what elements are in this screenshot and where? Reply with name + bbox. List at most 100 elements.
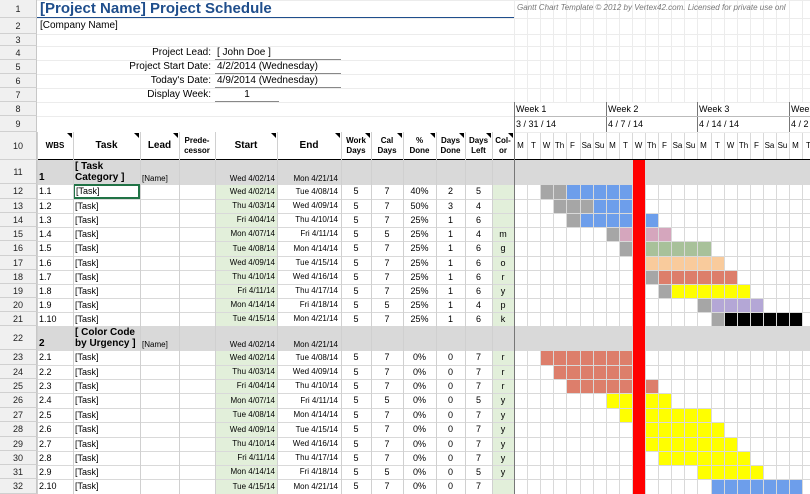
row-number[interactable]: 9 xyxy=(0,116,37,132)
row-number[interactable]: 15 xyxy=(0,227,37,241)
left-cell[interactable]: 6 xyxy=(475,215,481,225)
wbs-cell[interactable]: 2.2 xyxy=(39,367,52,377)
done-cell[interactable]: 0 xyxy=(447,453,453,463)
task-name-cell[interactable]: [Task] xyxy=(75,439,99,449)
start-date-cell[interactable]: Thu 4/10/14 xyxy=(232,439,275,448)
lead-cell[interactable] xyxy=(142,422,179,437)
done-cell[interactable]: 0 xyxy=(447,439,453,449)
pct-cell[interactable] xyxy=(403,326,436,350)
cal-cell[interactable]: 7 xyxy=(384,215,390,225)
color-cell[interactable]: m xyxy=(499,229,507,239)
column-header-wbs[interactable]: WBS xyxy=(37,132,73,160)
lead-cell[interactable] xyxy=(142,408,179,422)
work-cell[interactable]: 5 xyxy=(353,481,359,491)
end-date-cell[interactable]: Thu 4/10/14 xyxy=(295,381,338,390)
start-date-cell[interactable]: Fri 4/11/14 xyxy=(237,453,275,462)
done-cell[interactable]: 0 xyxy=(447,395,453,405)
left-cell[interactable]: 7 xyxy=(475,352,481,362)
lead-cell[interactable] xyxy=(142,284,179,298)
task-name-cell[interactable]: [Task] xyxy=(75,229,99,239)
cal-cell[interactable]: 7 xyxy=(384,258,390,268)
pct-cell[interactable]: 0% xyxy=(412,352,426,362)
pct-cell[interactable]: 0% xyxy=(412,439,426,449)
start-date-cell[interactable]: Thu 4/03/14 xyxy=(232,367,275,376)
task-name-cell[interactable]: [Task] xyxy=(75,395,99,405)
left-cell[interactable]: 7 xyxy=(475,439,481,449)
row-number[interactable]: 13 xyxy=(0,199,37,213)
color-cell[interactable]: r xyxy=(501,381,505,391)
pct-cell[interactable]: 25% xyxy=(410,258,429,268)
end-date-cell[interactable]: Fri 4/18/14 xyxy=(299,467,338,476)
filter-dropdown-icon[interactable] xyxy=(459,133,464,138)
task-name-cell[interactable]: [Task] xyxy=(75,381,99,391)
wbs-cell[interactable]: 1.5 xyxy=(39,243,52,253)
wbs-cell[interactable]: 2.10 xyxy=(39,481,57,491)
done-cell[interactable] xyxy=(436,160,465,184)
row-number[interactable]: 1 xyxy=(0,0,37,18)
start-date-cell[interactable]: Thu 4/10/14 xyxy=(232,272,275,281)
wbs-cell[interactable]: 2.7 xyxy=(39,439,52,449)
task-name-cell[interactable]: [Task] xyxy=(75,410,99,420)
work-cell[interactable]: 5 xyxy=(353,229,359,239)
done-cell[interactable]: 1 xyxy=(447,300,453,310)
left-cell[interactable]: 7 xyxy=(475,410,481,420)
start-date-cell[interactable]: Tue 4/08/14 xyxy=(232,244,275,253)
done-cell[interactable]: 0 xyxy=(447,424,453,434)
lead-cell[interactable] xyxy=(142,312,179,326)
task-name-cell[interactable]: [Task] xyxy=(75,314,99,324)
color-cell[interactable]: y xyxy=(500,439,506,449)
wbs-cell[interactable]: 2.8 xyxy=(39,453,52,463)
work-cell[interactable]: 5 xyxy=(353,258,359,268)
cal-cell[interactable]: 7 xyxy=(384,453,390,463)
start-date-cell[interactable]: Wed 4/09/14 xyxy=(229,425,275,434)
task-name-cell[interactable]: [Task] xyxy=(75,467,99,477)
column-header-left[interactable]: Days Left xyxy=(465,132,492,160)
work-cell[interactable]: 5 xyxy=(353,286,359,296)
end-date-cell[interactable]: Mon 4/21/14 xyxy=(293,314,338,323)
end-date-cell[interactable]: Fri 4/11/14 xyxy=(300,396,338,405)
task-name-cell[interactable]: [Task] xyxy=(75,424,99,434)
done-cell[interactable]: 1 xyxy=(447,229,453,239)
info-value[interactable]: 4/9/2014 (Wednesday) xyxy=(217,75,318,86)
lead-cell[interactable] xyxy=(142,227,179,241)
filter-dropdown-icon[interactable] xyxy=(335,133,340,138)
wbs-cell[interactable]: 1.3 xyxy=(39,215,52,225)
end-date-cell[interactable]: Fri 4/18/14 xyxy=(299,300,338,309)
end-date-cell[interactable]: Mon 4/21/14 xyxy=(293,174,338,183)
work-cell[interactable]: 5 xyxy=(353,243,359,253)
row-number[interactable]: 24 xyxy=(0,365,37,379)
lead-cell[interactable] xyxy=(142,437,179,451)
row-number[interactable]: 10 xyxy=(0,132,37,160)
filter-dropdown-icon[interactable] xyxy=(397,133,402,138)
info-value[interactable]: [ John Doe ] xyxy=(217,47,271,58)
done-cell[interactable]: 1 xyxy=(447,286,453,296)
cal-cell[interactable]: 7 xyxy=(384,272,390,282)
row-number[interactable]: 30 xyxy=(0,451,37,465)
cal-cell[interactable] xyxy=(371,326,403,350)
task-name-cell[interactable]: [ Color Code by Urgency ] xyxy=(75,327,136,349)
done-cell[interactable]: 1 xyxy=(447,314,453,324)
left-cell[interactable]: 4 xyxy=(475,300,481,310)
column-header-done[interactable]: Days Done xyxy=(436,132,465,160)
work-cell[interactable]: 5 xyxy=(353,201,359,211)
end-date-cell[interactable]: Thu 4/17/14 xyxy=(295,453,338,462)
left-cell[interactable]: 6 xyxy=(475,272,481,282)
filter-dropdown-icon[interactable] xyxy=(271,133,276,138)
color-cell[interactable]: y xyxy=(500,395,506,405)
end-date-cell[interactable]: Wed 4/09/14 xyxy=(292,201,338,210)
start-date-cell[interactable]: Thu 4/03/14 xyxy=(232,201,275,210)
task-name-cell[interactable]: [Task] xyxy=(75,272,99,282)
cal-cell[interactable]: 7 xyxy=(384,314,390,324)
work-cell[interactable]: 5 xyxy=(353,395,359,405)
row-number[interactable]: 27 xyxy=(0,408,37,422)
color-cell[interactable]: g xyxy=(500,243,506,253)
end-date-cell[interactable]: Mon 4/14/14 xyxy=(293,244,338,253)
start-date-cell[interactable]: Wed 4/02/14 xyxy=(229,353,275,362)
done-cell[interactable]: 0 xyxy=(447,367,453,377)
color-cell[interactable] xyxy=(492,213,514,227)
cal-cell[interactable]: 7 xyxy=(384,286,390,296)
color-cell[interactable]: o xyxy=(500,258,506,268)
wbs-cell[interactable]: 1.6 xyxy=(39,258,52,268)
filter-dropdown-icon[interactable] xyxy=(486,133,491,138)
pct-cell[interactable]: 0% xyxy=(412,424,426,434)
